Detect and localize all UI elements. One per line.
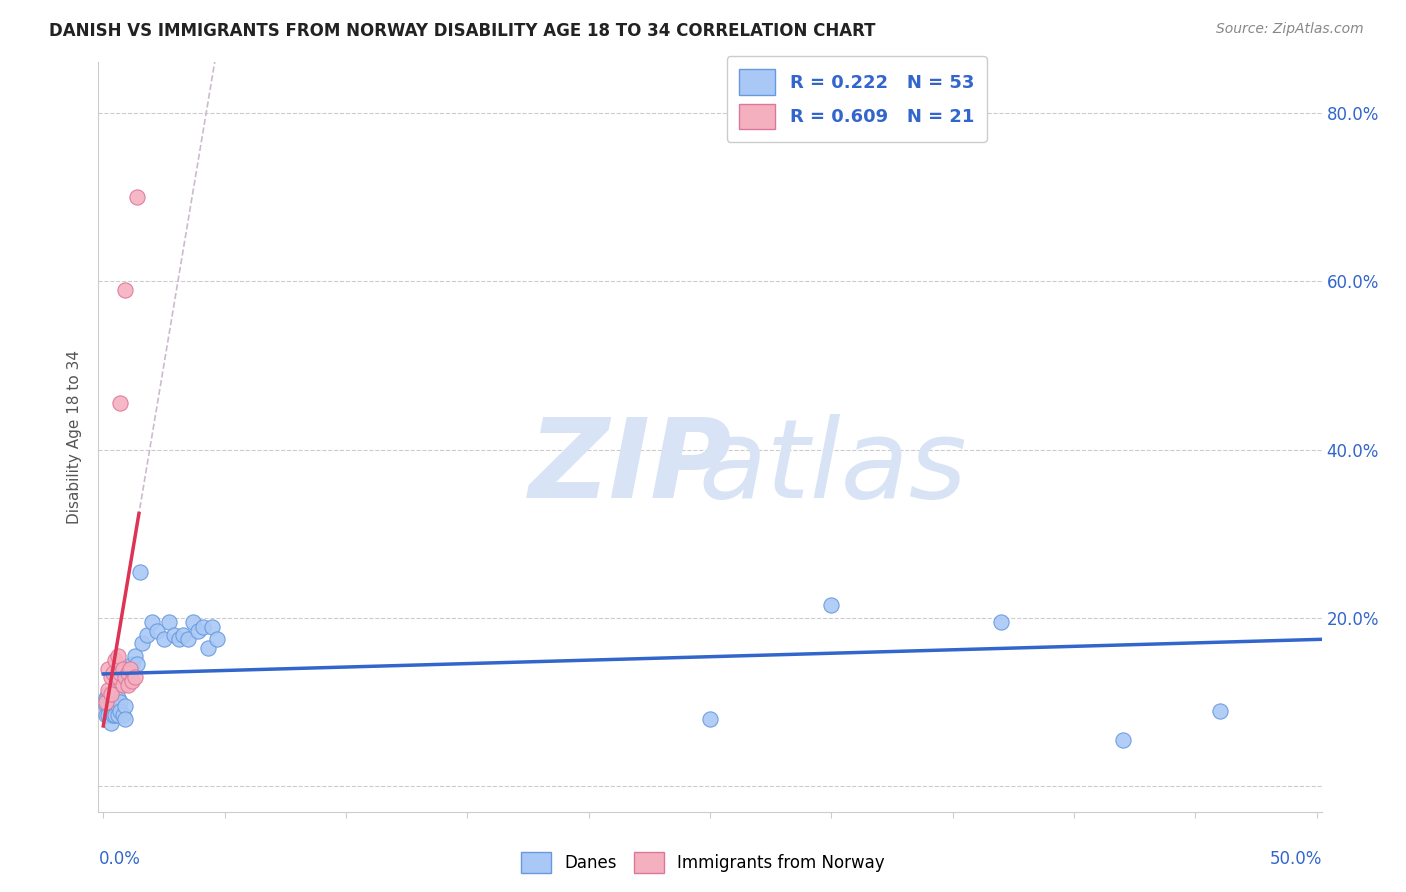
Point [101,704,124,718]
Point [101,691,124,706]
Point [699,712,721,726]
Point [136,628,159,642]
Point [1208,704,1232,718]
Point [1111,733,1133,747]
Text: 0.0%: 0.0% [98,850,141,868]
Point [117,678,139,692]
Point [114,699,136,714]
Legend: Danes, Immigrants from Norway: Danes, Immigrants from Norway [515,846,891,880]
Point [207,632,229,647]
Point [94,691,117,706]
Point [97,682,120,697]
Point [114,712,136,726]
Point [118,665,141,680]
Point [101,707,124,722]
Point [201,619,224,633]
Text: Source: ZipAtlas.com: Source: ZipAtlas.com [1216,22,1364,37]
Point [100,695,122,709]
Point [111,678,134,692]
Text: 50.0%: 50.0% [1270,850,1322,868]
Point [100,716,122,731]
Point [121,674,143,689]
Text: ZIP: ZIP [529,414,733,521]
Point [177,632,200,647]
Point [100,707,122,722]
Point [104,699,127,714]
Text: DANISH VS IMMIGRANTS FROM NORWAY DISABILITY AGE 18 TO 34 CORRELATION CHART: DANISH VS IMMIGRANTS FROM NORWAY DISABIL… [49,22,876,40]
Point [94,695,117,709]
Point [131,636,153,650]
Point [172,628,194,642]
Point [578,425,600,440]
Text: atlas: atlas [697,414,967,521]
Point [111,707,134,722]
Point [107,670,129,684]
Point [820,599,842,613]
Point [111,662,134,676]
Point [124,670,146,684]
Point [118,662,141,676]
Point [107,648,129,663]
Point [107,691,129,706]
Point [187,624,209,638]
Point [181,615,204,630]
Point [100,687,122,701]
Point [100,699,122,714]
Point [121,657,143,672]
Point [163,628,186,642]
Point [110,665,132,680]
Point [127,190,149,204]
Point [94,699,117,714]
Point [94,707,117,722]
Point [990,615,1012,630]
Point [97,687,120,701]
Point [157,615,180,630]
Point [110,704,132,718]
Point [97,662,120,676]
Point [97,699,120,714]
Point [100,670,122,684]
Point [145,624,167,638]
Point [114,670,136,684]
Point [117,665,139,680]
Point [197,640,219,655]
Point [127,657,149,672]
Point [107,699,129,714]
Point [124,648,146,663]
Legend: R = 0.222   N = 53, R = 0.609   N = 21: R = 0.222 N = 53, R = 0.609 N = 21 [727,56,987,142]
Point [111,670,134,684]
Point [104,687,127,701]
Point [110,396,132,410]
Point [101,665,124,680]
Point [114,283,136,297]
Point [104,707,127,722]
Point [117,662,139,676]
Point [128,565,150,579]
Point [110,695,132,709]
Point [167,632,190,647]
Point [141,615,163,630]
Point [104,653,127,667]
Point [153,632,176,647]
Point [191,619,214,633]
Y-axis label: Disability Age 18 to 34: Disability Age 18 to 34 [67,350,83,524]
Point [97,707,120,722]
Point [107,707,129,722]
